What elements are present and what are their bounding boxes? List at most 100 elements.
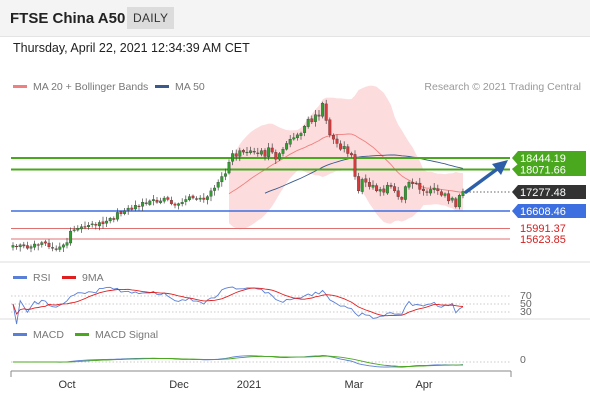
candle-body	[169, 200, 173, 204]
candle-body	[22, 244, 26, 247]
pivot-value: 16608.46	[520, 206, 566, 218]
candle-body	[403, 186, 407, 200]
candle-body	[331, 135, 335, 140]
pivot-tag	[512, 204, 586, 218]
ma50-legend-label: MA 50	[175, 81, 205, 93]
candle-body	[267, 147, 271, 157]
candle-body	[389, 184, 393, 187]
candle-body	[97, 222, 101, 227]
candle-body	[256, 152, 260, 154]
candle-body	[144, 202, 148, 204]
candle-body	[313, 114, 317, 122]
candle-body	[126, 207, 130, 211]
candle-body	[216, 182, 220, 188]
candle-body	[303, 126, 307, 133]
candle-body	[15, 245, 19, 248]
candle-body	[328, 119, 332, 136]
candle-body	[447, 193, 451, 202]
candle-body	[58, 246, 62, 250]
candle-body	[18, 244, 22, 248]
candle-body	[436, 188, 440, 192]
candle-body	[274, 152, 278, 160]
candle-body	[83, 226, 87, 228]
candle-body	[270, 147, 274, 153]
candle-body	[162, 197, 166, 202]
candle-body	[400, 197, 404, 200]
candle-body	[65, 242, 69, 246]
rsi-line	[12, 286, 464, 325]
x-tick-2021: 2021	[237, 379, 261, 391]
candle-body	[259, 150, 263, 155]
candle-body	[108, 217, 112, 222]
candle-body	[180, 202, 184, 205]
ma50-legend-swatch	[155, 85, 169, 88]
candle-body	[29, 246, 33, 249]
candle-body	[393, 186, 397, 192]
candle-body	[198, 197, 202, 200]
candle-body	[209, 190, 213, 197]
resistance-1-value: 18071.66	[520, 165, 566, 177]
candle-body	[375, 185, 379, 192]
candle-body	[317, 114, 321, 117]
candle-body	[421, 188, 425, 192]
rsi-legend-swatch	[13, 276, 27, 279]
candle-body	[177, 203, 181, 206]
candle-body	[43, 241, 47, 244]
candle-body	[90, 223, 94, 225]
candle-body	[385, 184, 389, 194]
candle-body	[54, 248, 58, 250]
candle-body	[281, 149, 285, 154]
ma20-line	[228, 133, 464, 195]
resistance-1-tag	[512, 164, 586, 176]
candle-body	[396, 190, 400, 197]
candle-body	[425, 191, 429, 193]
rsi-legend-label: RSI	[33, 272, 51, 284]
candle-body	[454, 198, 458, 207]
candle-body	[76, 228, 80, 231]
candle-body	[79, 226, 83, 230]
candle-body	[252, 151, 256, 153]
candle-body	[407, 182, 411, 188]
candle-body	[87, 225, 91, 228]
candle-body	[205, 196, 209, 200]
chart-header: FTSE China A50 DAILY	[0, 0, 590, 37]
candlestick-series	[11, 99, 465, 253]
candle-body	[277, 153, 281, 160]
candle-body	[119, 211, 123, 214]
candle-body	[223, 173, 227, 177]
ma50-line	[264, 154, 464, 194]
candle-body	[245, 151, 249, 154]
candle-body	[40, 242, 44, 245]
candle-body	[159, 200, 163, 203]
rsi-30-label: 30	[520, 306, 532, 318]
x-tick-dec: Dec	[169, 379, 189, 391]
last-price-value: 17277.48	[520, 187, 566, 199]
macd-legend-swatch	[13, 333, 27, 336]
candle-body	[47, 242, 51, 248]
rsi-70-label: 70	[520, 290, 532, 302]
candle-body	[432, 187, 436, 190]
x-tick-mar: Mar	[345, 379, 364, 391]
candle-body	[364, 178, 368, 183]
candle-body	[342, 146, 346, 150]
candle-body	[339, 143, 343, 150]
candle-body	[450, 197, 454, 201]
candle-body	[371, 184, 375, 188]
candle-body	[457, 195, 461, 208]
candle-body	[69, 230, 73, 244]
candle-body	[461, 191, 465, 197]
period-button[interactable]: DAILY	[127, 7, 175, 29]
candle-body	[292, 137, 296, 140]
candle-body	[335, 138, 339, 144]
ma20-legend-label: MA 20 + Bollinger Bands	[33, 81, 148, 93]
macd-legend-label: MACD	[33, 329, 64, 341]
candle-body	[195, 198, 199, 200]
candle-body	[429, 189, 433, 194]
candle-body	[285, 143, 289, 150]
candle-body	[101, 221, 105, 225]
candle-body	[295, 134, 299, 139]
candle-body	[220, 176, 224, 183]
candle-body	[148, 200, 152, 205]
candle-body	[115, 212, 119, 220]
candle-body	[173, 203, 177, 206]
